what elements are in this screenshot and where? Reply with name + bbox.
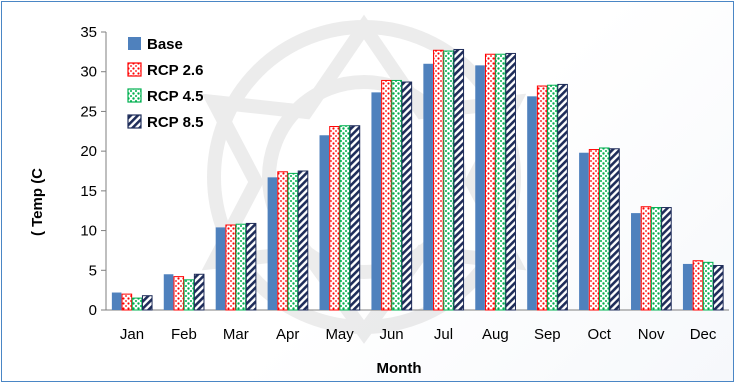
x-tick-label: Sep [534,326,561,343]
legend-label: Base [147,36,183,53]
bar-rcp-2-6-mar [225,224,236,311]
bar-rcp-4-5-jul [443,50,454,311]
bar-base-jun [371,92,382,311]
bar-rcp-4-5-may [339,125,351,311]
bar-rcp-2-6-jun [381,79,392,311]
y-axis-ticks: 0 5 10 15 20 25 30 35 [80,24,106,319]
bar-rcp-4-5-mar [235,223,247,311]
bar-rcp-8-5-mar [245,222,257,311]
bar-base-apr [267,177,278,310]
bar-rcp-4-5-oct [599,147,610,311]
x-tick-label: Mar [223,326,249,343]
bar-rcp-8-5-jul [453,48,465,311]
y-tick-label: 15 [80,183,97,200]
legend-label: RCP 8.5 [147,114,203,131]
bar-rcp-2-6-may [329,126,340,311]
bar-rcp-8-5-oct [609,148,620,311]
bar-rcp-4-5-sep [547,84,558,311]
legend-swatch [127,62,142,77]
bar-base-feb [163,274,174,310]
x-tick-label: Aug [482,326,509,343]
y-tick-label: 20 [80,143,97,160]
x-tick-label: Jan [120,326,144,343]
watermark-ornament [201,14,527,344]
bars-group [111,48,724,311]
bar-base-oct [579,152,589,310]
x-tick-label: Jun [379,326,403,343]
legend-label: RCP 4.5 [147,88,203,105]
bar-rcp-8-5-dec [713,265,724,311]
bar-rcp-4-5-nov [650,207,662,311]
bar-base-dec [682,263,693,310]
bar-base-jan [111,292,122,310]
bar-rcp-4-5-dec [702,261,714,311]
bar-rcp-2-6-feb [173,276,185,311]
bar-rcp-2-6-oct [588,149,600,311]
legend-swatch [127,88,142,103]
bar-rcp-2-6-jan [121,293,133,311]
y-tick-label: 10 [80,223,97,240]
bar-rcp-8-5-jan [141,295,153,311]
bar-rcp-2-6-nov [640,206,652,311]
bar-rcp-8-5-jun [401,81,413,311]
bar-rcp-2-6-sep [536,85,548,311]
bar-rcp-2-6-aug [484,53,496,311]
bar-rcp-2-6-apr [277,171,288,311]
y-tick-label: 35 [80,24,97,41]
bar-base-aug [475,65,485,310]
x-tick-label: Feb [171,326,197,343]
bar-base-mar [215,227,226,310]
y-tick-label: 30 [80,64,97,81]
bar-rcp-2-6-dec [692,260,704,311]
bar-rcp-8-5-may [349,125,361,311]
x-tick-label: Dec [690,326,717,343]
y-axis-title: ( Temp (C [29,168,46,236]
x-tick-label: Jul [434,326,453,343]
x-axis-ticks: Jan Feb Mar Apr May Jun Jul Aug Sep Oct Nov Dec [120,326,717,343]
legend-swatch [127,114,142,129]
x-axis-title: Month [377,360,422,377]
bar-base-sep [527,96,537,310]
bar-base-jul [423,63,433,310]
bar-rcp-8-5-aug [505,52,516,311]
x-tick-label: Oct [588,326,612,343]
x-tick-label: Apr [276,326,299,343]
legend: Base RCP 2.6 RCP 4.5 RCP 8.5 [127,36,203,131]
x-tick-label: May [325,326,354,343]
legend-swatch [128,37,141,50]
bar-rcp-4-5-apr [287,172,299,311]
bar-rcp-2-6-jul [433,49,444,311]
bar-rcp-8-5-apr [297,170,309,311]
bar-rcp-8-5-nov [661,207,672,311]
bar-rcp-8-5-feb [193,273,205,311]
legend-label: RCP 2.6 [147,62,203,79]
bar-rcp-4-5-jun [391,79,402,311]
bar-rcp-8-5-sep [557,83,568,311]
y-tick-label: 5 [89,262,97,279]
y-tick-label: 25 [80,103,97,120]
axes [105,32,729,311]
bar-rcp-4-5-aug [495,53,506,311]
bar-base-may [319,135,330,310]
y-tick-label: 0 [89,302,97,319]
bar-base-nov [631,213,641,310]
x-tick-label: Nov [638,326,665,343]
bar-rcp-4-5-jan [131,297,143,311]
bar-rcp-4-5-feb [183,279,195,311]
